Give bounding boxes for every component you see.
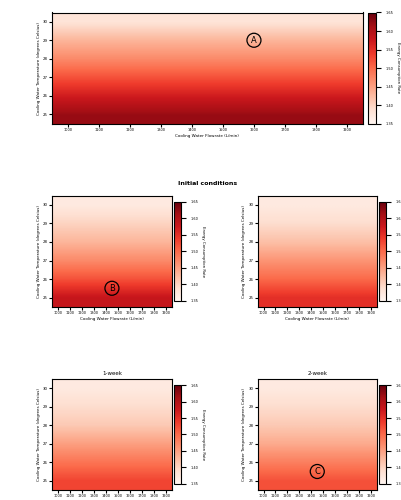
- Text: 2-week: 2-week: [306, 371, 326, 376]
- Text: C: C: [314, 467, 320, 476]
- Y-axis label: Energy Consumption Rate: Energy Consumption Rate: [200, 409, 205, 460]
- Text: 1-week: 1-week: [102, 371, 122, 376]
- X-axis label: Cooling Water Flowrate (L/min): Cooling Water Flowrate (L/min): [285, 317, 348, 321]
- X-axis label: Cooling Water Flowrate (L/min): Cooling Water Flowrate (L/min): [175, 134, 239, 138]
- Text: A: A: [251, 36, 256, 45]
- Y-axis label: Cooling Water Temperature (degrees Celsius): Cooling Water Temperature (degrees Celsi…: [242, 388, 246, 481]
- Y-axis label: Cooling Water Temperature (degrees Celsius): Cooling Water Temperature (degrees Celsi…: [37, 22, 41, 114]
- Y-axis label: Energy Consumption Rate: Energy Consumption Rate: [200, 226, 205, 277]
- Y-axis label: Energy Consumption Rate: Energy Consumption Rate: [395, 42, 399, 94]
- Y-axis label: Cooling Water Temperature (degrees Celsius): Cooling Water Temperature (degrees Celsi…: [37, 388, 41, 481]
- Text: Initial conditions: Initial conditions: [177, 182, 236, 186]
- Y-axis label: Cooling Water Temperature (degrees Celsius): Cooling Water Temperature (degrees Celsi…: [242, 205, 246, 298]
- X-axis label: Cooling Water Flowrate (L/min): Cooling Water Flowrate (L/min): [80, 317, 144, 321]
- Text: B: B: [109, 284, 115, 293]
- Y-axis label: Cooling Water Temperature (degrees Celsius): Cooling Water Temperature (degrees Celsi…: [37, 205, 41, 298]
